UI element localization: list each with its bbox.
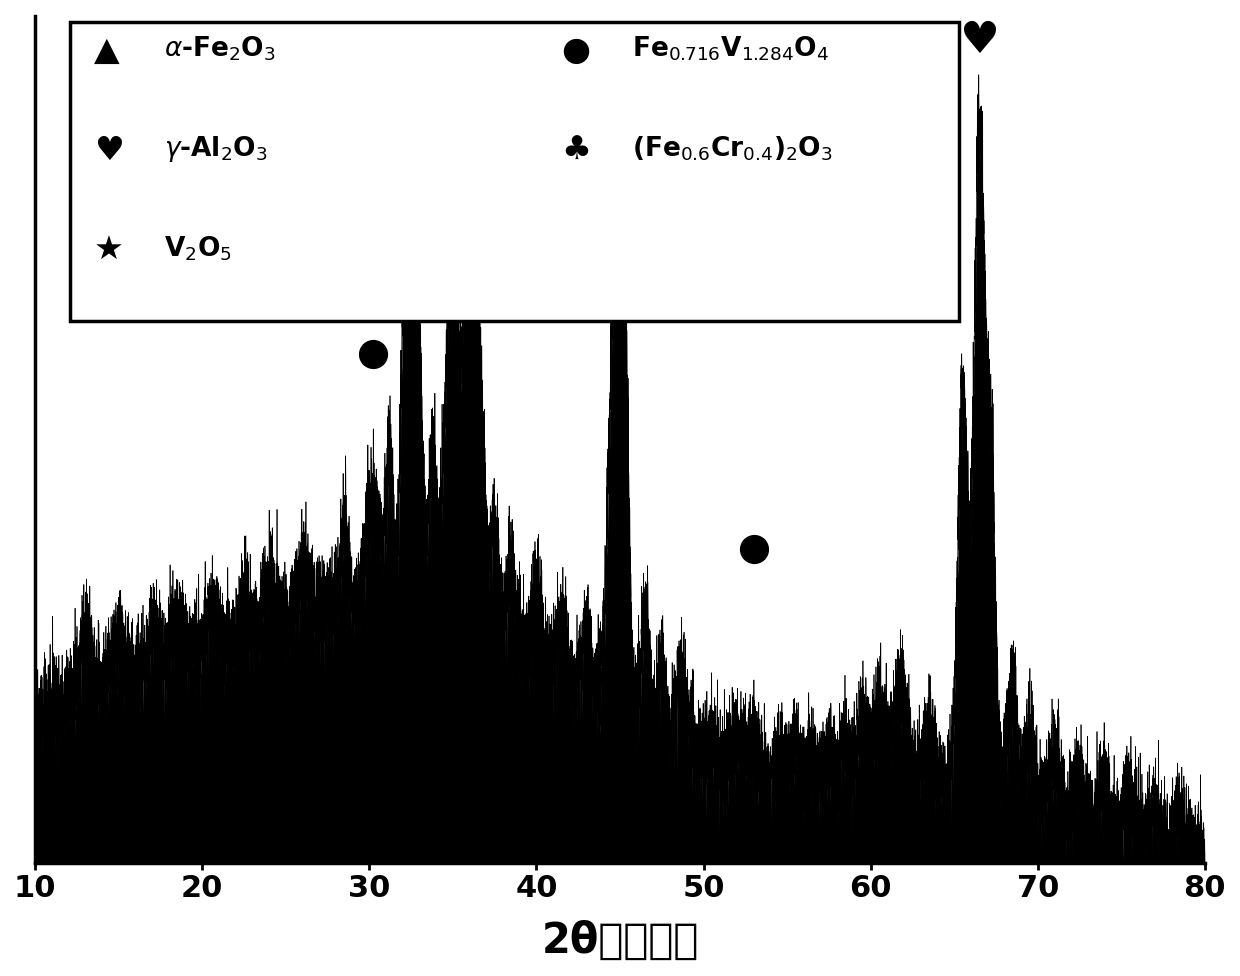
- Text: ★: ★: [875, 261, 915, 304]
- Text: $\alpha$-Fe$_2$O$_3$: $\alpha$-Fe$_2$O$_3$: [164, 34, 275, 62]
- Text: (Fe$_{0.6}$Cr$_{0.4}$)$_2$O$_3$: (Fe$_{0.6}$Cr$_{0.4}$)$_2$O$_3$: [631, 134, 832, 163]
- Text: ★: ★: [94, 234, 124, 267]
- Text: ♥: ♥: [960, 20, 999, 62]
- Text: ▲: ▲: [94, 34, 119, 67]
- Text: ●: ●: [562, 34, 590, 67]
- Text: V$_2$O$_5$: V$_2$O$_5$: [164, 234, 232, 263]
- Text: ♥: ♥: [596, 108, 636, 151]
- Text: ♣: ♣: [562, 134, 591, 167]
- X-axis label: 2θ（角度）: 2θ（角度）: [542, 920, 698, 962]
- Text: ♥: ♥: [94, 134, 124, 167]
- FancyBboxPatch shape: [71, 22, 960, 320]
- Text: ♣: ♣: [397, 49, 436, 92]
- Text: $\gamma$-Al$_2$O$_3$: $\gamma$-Al$_2$O$_3$: [164, 134, 268, 164]
- Text: ♣: ♣: [446, 65, 486, 108]
- Text: Fe$_{0.716}$V$_{1.284}$O$_4$: Fe$_{0.716}$V$_{1.284}$O$_4$: [631, 34, 828, 62]
